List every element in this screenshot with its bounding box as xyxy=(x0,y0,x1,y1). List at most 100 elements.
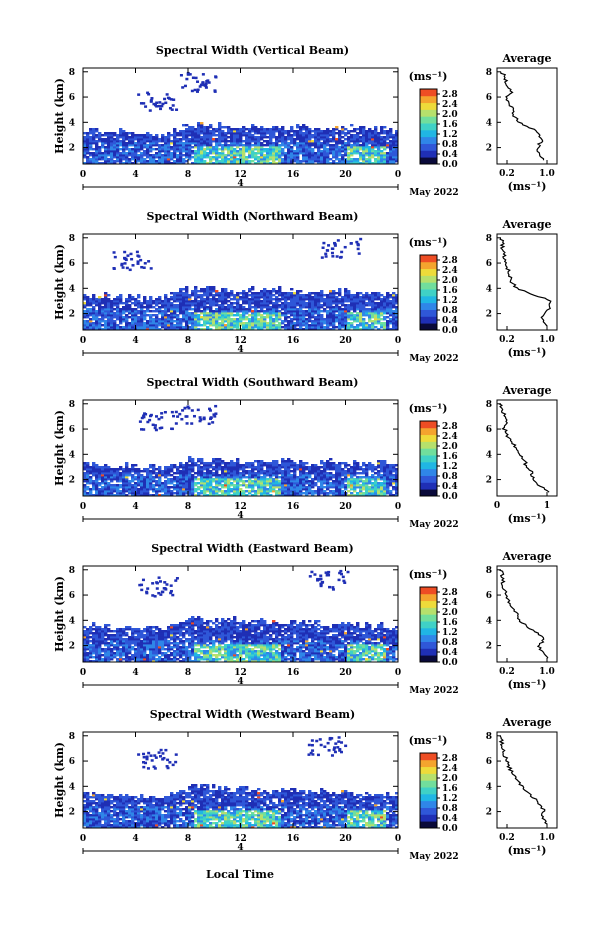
heatmap-cell xyxy=(329,322,333,325)
heatmap-cell xyxy=(284,152,288,155)
heatmap-cell xyxy=(308,136,312,139)
heatmap-cell xyxy=(122,468,126,471)
heatmap-cell xyxy=(389,132,393,135)
heatmap-cell xyxy=(170,466,174,469)
heatmap-cell xyxy=(320,476,324,479)
heatmap-cell xyxy=(86,464,90,467)
heatmap-cell xyxy=(119,322,123,325)
heatmap-cell xyxy=(161,162,165,165)
heatmap-cell xyxy=(218,328,222,331)
heatmap-cell xyxy=(206,300,210,303)
heatmap-cell xyxy=(347,494,351,497)
heatmap-cell xyxy=(173,326,177,329)
heatmap-cell xyxy=(350,476,354,479)
heatmap-cell xyxy=(284,306,288,309)
heatmap-cell xyxy=(314,130,318,133)
heatmap-cell xyxy=(320,256,324,259)
heatmap-cell xyxy=(218,304,222,307)
heatmap-cell xyxy=(116,158,120,161)
heatmap-cell xyxy=(131,314,135,317)
heatmap-cell xyxy=(323,462,327,465)
heatmap-cell xyxy=(218,130,222,133)
heatmap-cell xyxy=(128,304,132,307)
heatmap-cell xyxy=(347,154,351,157)
heatmap-cell xyxy=(185,152,189,155)
heatmap-cell xyxy=(314,490,318,493)
heatmap-cell xyxy=(317,494,321,497)
heatmap-cell xyxy=(359,490,363,493)
heatmap-cell xyxy=(287,322,291,325)
heatmap-cell xyxy=(299,464,303,467)
heatmap-cell xyxy=(380,312,384,315)
heatmap-cell xyxy=(368,136,372,139)
heatmap-cell xyxy=(182,306,186,309)
heatmap-cell xyxy=(356,146,360,149)
heatmap-cell xyxy=(158,138,162,141)
heatmap-cell xyxy=(338,486,342,489)
heatmap-cell xyxy=(104,468,108,471)
heatmap-cell xyxy=(263,476,267,479)
heatmap-cell xyxy=(239,314,243,317)
heatmap-cell xyxy=(302,296,306,299)
heatmap-cell xyxy=(299,306,303,309)
heatmap-cell xyxy=(323,130,327,133)
heatmap-cell xyxy=(206,320,210,323)
heatmap-cell xyxy=(362,140,366,143)
heatmap-cell xyxy=(284,300,288,303)
heatmap-cell xyxy=(164,318,168,321)
heatmap-cell xyxy=(170,162,174,165)
colorbar-swatch xyxy=(420,116,437,124)
heatmap-cell xyxy=(95,140,99,143)
heatmap-cell xyxy=(275,292,279,295)
heatmap-cell xyxy=(167,160,171,163)
heatmap-cell xyxy=(182,484,186,487)
heatmap-cell xyxy=(161,318,165,321)
heatmap-cell xyxy=(374,162,378,165)
heatmap-cell xyxy=(233,474,237,477)
heatmap-cell xyxy=(263,132,267,135)
heatmap-cell xyxy=(332,306,336,309)
heatmap-cell xyxy=(356,320,360,323)
heatmap-cell xyxy=(236,318,240,321)
heatmap-cell xyxy=(299,308,303,311)
heatmap-cell xyxy=(395,130,399,133)
heatmap-cell xyxy=(119,314,123,317)
heatmap-cell xyxy=(203,156,207,159)
heatmap-cell xyxy=(155,144,159,147)
heatmap-cell xyxy=(95,304,99,307)
heatmap-cell xyxy=(374,132,378,135)
heatmap-cell xyxy=(107,140,111,143)
heatmap-cell xyxy=(101,468,105,471)
heatmap-cell xyxy=(359,328,363,331)
heatmap-cell xyxy=(125,136,129,139)
heatmap-cell xyxy=(371,148,375,151)
heatmap-cell xyxy=(218,476,222,479)
heatmap-cell xyxy=(395,294,399,297)
heatmap-cell xyxy=(230,484,234,487)
heatmap-cell xyxy=(137,318,141,321)
heatmap-cell xyxy=(302,142,306,145)
heatmap-cell xyxy=(302,328,306,331)
heatmap-cell xyxy=(284,474,288,477)
heatmap-cell xyxy=(92,484,96,487)
heatmap-cell xyxy=(356,292,360,295)
heatmap-cell xyxy=(209,492,213,495)
heatmap-cell xyxy=(83,488,87,491)
heatmap-cell xyxy=(308,482,312,485)
heatmap-cell xyxy=(302,140,306,143)
heatmap-cell xyxy=(302,160,306,163)
heatmap-cell xyxy=(176,138,180,141)
heatmap-cell xyxy=(329,324,333,327)
heatmap-cell xyxy=(95,466,99,469)
heatmap-cell xyxy=(182,144,186,147)
heatmap-cell xyxy=(236,154,240,157)
heatmap-cell xyxy=(293,318,297,321)
heatmap-cell xyxy=(341,304,345,307)
heatmap-cell xyxy=(203,292,207,295)
heatmap-cell xyxy=(107,482,111,485)
heatmap-cell xyxy=(155,154,159,157)
heatmap-cell xyxy=(92,314,96,317)
heatmap-cell xyxy=(209,482,213,485)
heatmap-cell xyxy=(218,318,222,321)
heatmap-cell xyxy=(125,490,129,493)
